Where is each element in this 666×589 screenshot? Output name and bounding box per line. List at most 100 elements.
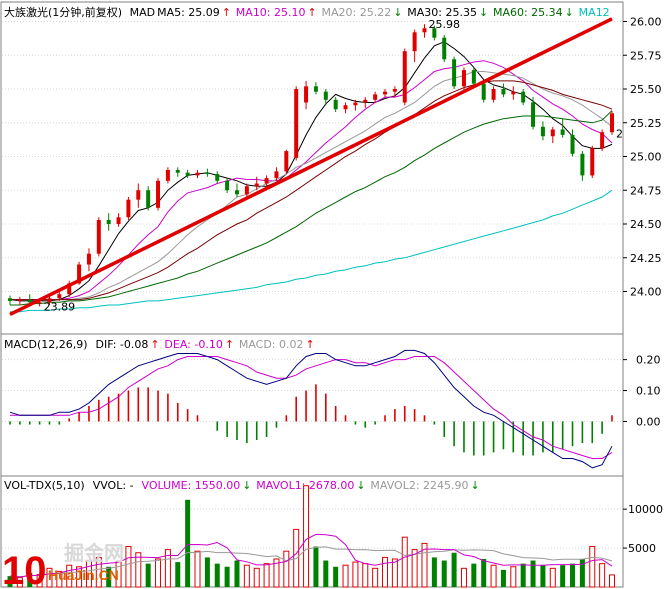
volume-bar (451, 552, 457, 587)
candle-body (511, 91, 516, 95)
candle-body (353, 102, 358, 106)
volume-bar (500, 569, 506, 587)
volume-bar (599, 563, 606, 588)
legend-entry: MA60: 25.34 (493, 6, 563, 19)
volume-bars[interactable] (7, 485, 615, 588)
legend-arrow: ↓ (479, 6, 488, 19)
volume-bar (421, 542, 428, 588)
trend-line (9, 17, 613, 317)
candle-body (205, 172, 210, 175)
volume-bar (431, 557, 437, 587)
legend-entry: VOLUME: 1550.00 (142, 479, 241, 492)
candle-body (116, 217, 121, 224)
macd-legend: MACD(12,26,9) DIF: -0.08 ↑ DEA: -0.10 ↑ MACD:… (4, 338, 315, 351)
volume-bar (56, 570, 63, 588)
candle-body (383, 91, 388, 95)
volume-bar (7, 576, 13, 587)
ma-legend: MA5: 25.09 ↑ MA10: 25.10 ↑ MA20: 25.22 ↓ MA30:… (157, 6, 610, 19)
dif-line (9, 349, 613, 469)
ma-line (10, 110, 613, 306)
mavol2-line (9, 546, 613, 578)
tick-label: 25.25 (630, 117, 662, 130)
tick-label: 24.25 (630, 252, 662, 265)
volume-bar (579, 558, 585, 587)
tick-label: 24.75 (630, 184, 662, 197)
candle-body (363, 99, 368, 103)
candle-body (57, 294, 62, 299)
tick-label: 25.75 (630, 49, 662, 62)
candle-body (560, 129, 565, 135)
indicator-name: MAD (130, 6, 156, 19)
volume-bar (401, 536, 408, 588)
chart-title: 大族激光(1分钟,前复权) (4, 5, 122, 19)
price-candles[interactable] (8, 24, 614, 307)
trend-line (9, 17, 613, 317)
volume-bar (175, 562, 181, 587)
candle-body (264, 178, 269, 184)
candle-body (106, 219, 111, 224)
volume-bar (382, 556, 389, 588)
watermark-domain: HuaJin.CN (48, 567, 119, 583)
volume-bar (145, 563, 151, 587)
volume-bar (471, 563, 477, 587)
tick-label: 0.00 (636, 415, 661, 428)
tick-label: 24.50 (630, 218, 662, 231)
candle-body (580, 153, 585, 176)
volume-bar (194, 550, 201, 588)
volume-bar (36, 574, 43, 588)
volume-bar (106, 566, 112, 587)
volume-bar (243, 564, 250, 588)
volume-bar (27, 572, 33, 587)
candle-body (313, 86, 318, 92)
candle-body (96, 219, 101, 254)
volume-bar (293, 528, 300, 588)
price-annotations: 25.98 23.89 2 (44, 18, 623, 313)
legend-entry: MA12 (579, 6, 610, 19)
volume-bar (391, 558, 398, 588)
volume-bar (589, 546, 596, 588)
candle-body (452, 59, 457, 87)
volume-bar (411, 549, 418, 588)
volume-bar (234, 560, 240, 587)
volume-bar (530, 560, 536, 587)
candle-body (156, 180, 161, 208)
tick-label: 25.00 (630, 151, 662, 164)
candle-body (27, 299, 32, 303)
watermark: 10 掘金网 HuaJin.CN (2, 541, 124, 589)
volume-bar (263, 563, 270, 588)
candle-body (412, 32, 417, 52)
ma-line (9, 41, 613, 302)
price-header: 大族激光(1分钟,前复权) MAD (4, 5, 155, 19)
volume-bar (95, 556, 102, 588)
macd-lines (9, 349, 613, 469)
candle-body (570, 134, 575, 154)
volume-bar (283, 550, 290, 588)
volume-bar (164, 549, 171, 588)
legend-arrow: ↑ (222, 6, 231, 19)
volume-bar (323, 560, 329, 587)
volume-bar (342, 564, 349, 588)
macd-axis: 0.20 0.10 0.00 (623, 354, 661, 428)
volume-bar (303, 485, 310, 588)
volume-bar (214, 563, 220, 587)
volume-bar (490, 564, 497, 588)
candle-body (234, 190, 239, 195)
volume-bar (570, 563, 576, 587)
volume-bar (372, 567, 379, 588)
candle-body (294, 89, 299, 158)
candle-body (284, 151, 289, 172)
candle-body (550, 129, 555, 137)
candle-body (185, 172, 190, 176)
candle-body (8, 298, 12, 301)
watermark-text: 掘金网 (64, 541, 124, 565)
candle-body (37, 302, 42, 304)
candle-body (333, 99, 338, 110)
volume-axis: 10000 5000 (623, 503, 663, 555)
volume-panel-frame (0, 475, 624, 588)
candle-body (373, 94, 378, 100)
macd-histogram[interactable] (9, 384, 613, 456)
legend-arrow: ↓ (356, 479, 365, 492)
legend-entry: MACD(12,26,9) (4, 338, 88, 351)
